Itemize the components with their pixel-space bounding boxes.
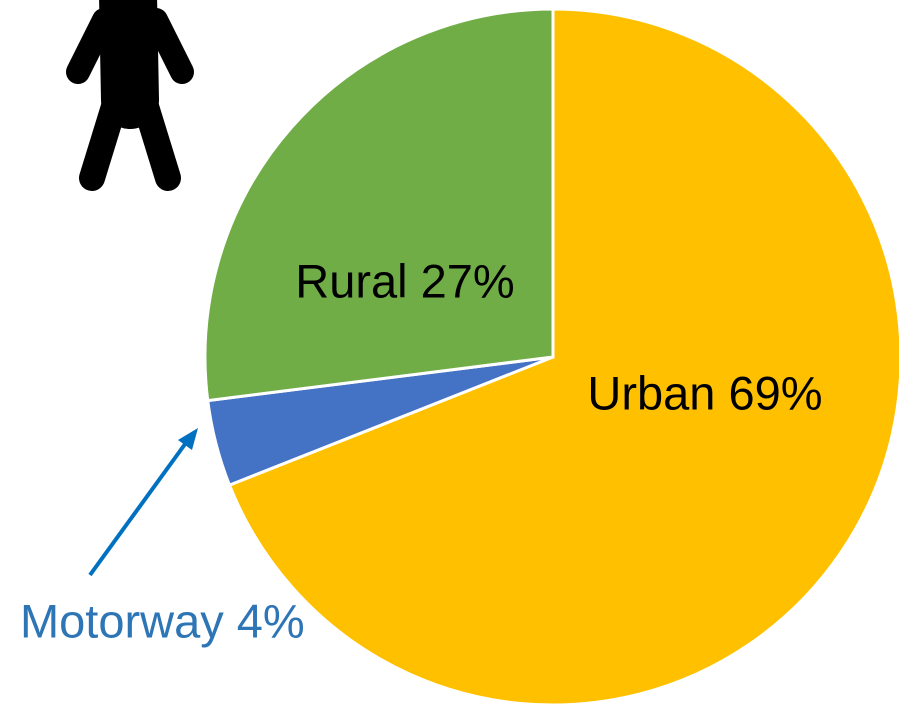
slice-label: Motorway 4% [20, 594, 305, 647]
pedestrian-icon [66, 0, 194, 191]
callout-arrow [88, 428, 198, 577]
slice-label: Rural 27% [295, 254, 514, 307]
slices [203, 7, 899, 706]
slice-label: Urban 69% [587, 366, 822, 419]
pie-slice [227, 7, 899, 706]
pie-slice [203, 7, 555, 403]
